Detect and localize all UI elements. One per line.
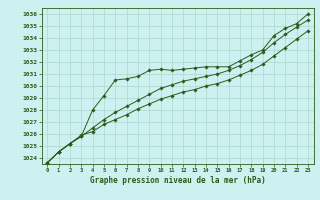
- X-axis label: Graphe pression niveau de la mer (hPa): Graphe pression niveau de la mer (hPa): [90, 176, 266, 185]
